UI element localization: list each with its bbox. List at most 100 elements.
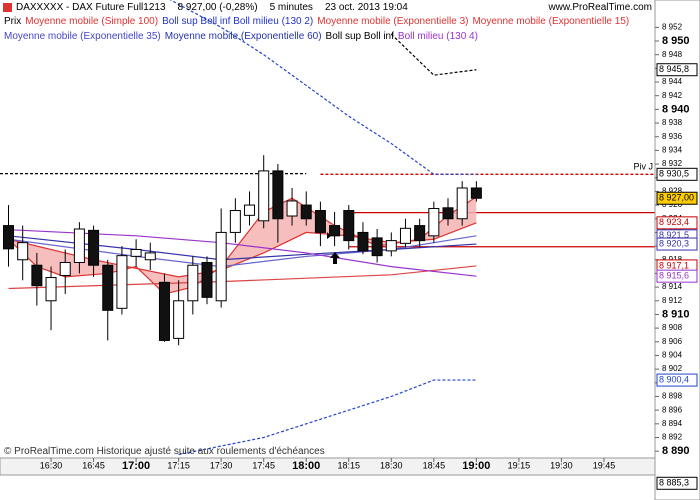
x-tick-label: 17:45 <box>252 460 275 470</box>
candle-body <box>59 261 71 276</box>
price-label: 8 930,5 <box>659 169 689 179</box>
instrument: DAXXXXX - DAX Future Full1213 <box>16 2 166 13</box>
x-tick-label: 19:15 <box>508 460 531 470</box>
time-axis <box>0 457 656 476</box>
y-tick-label: 8 906 <box>662 337 683 346</box>
candle-body <box>73 228 85 263</box>
legend-entry[interactable]: Moyenne mobile (Exponentielle 60) <box>164 31 322 42</box>
legend-entry[interactable]: Moyenne mobile (Exponentielle 35) <box>4 31 161 42</box>
candle-body <box>385 240 397 252</box>
y-tick-label: 8 908 <box>662 323 683 332</box>
y-tick-label: 8 910 <box>662 308 690 320</box>
level-label: Piv J <box>633 162 653 172</box>
indicator-line <box>390 33 477 76</box>
candle-body <box>229 210 241 233</box>
y-tick-label: 8 932 <box>662 159 683 168</box>
candle-body <box>88 229 100 266</box>
y-tick-label: 8 944 <box>662 77 683 86</box>
x-tick-label: 18:30 <box>380 460 403 470</box>
y-tick-label: 8 950 <box>662 35 690 47</box>
candle-body <box>215 231 227 302</box>
app-icon <box>3 3 12 12</box>
candle-body <box>314 210 326 233</box>
legend-row: Prix Moyenne mobile (Simple 100) Boll sup … <box>4 16 629 27</box>
y-tick-label: 8 898 <box>662 392 683 401</box>
price-label-box <box>656 373 698 387</box>
last-price: 8 927,00 (-0,28%) <box>177 2 258 13</box>
indicator-line <box>8 265 477 290</box>
y-tick-label: 8 914 <box>662 282 683 291</box>
legend-entry[interactable]: Prix <box>4 16 22 27</box>
candle-body <box>144 252 156 261</box>
candle-body <box>300 204 312 220</box>
y-tick-label: 8 896 <box>662 405 683 414</box>
candle-body <box>244 204 256 216</box>
x-tick-label: 18:45 <box>423 460 446 470</box>
candle-body <box>158 281 170 341</box>
y-tick-label: 8 918 <box>662 255 683 264</box>
candle-body <box>371 237 383 257</box>
price-label-box <box>656 167 698 181</box>
price-label-box <box>656 237 698 251</box>
x-tick-label: 16:45 <box>82 460 105 470</box>
price-label: 8 920,3 <box>659 238 689 248</box>
period: 5 minutes <box>269 2 313 13</box>
price-label: 8 885,3 <box>659 478 689 488</box>
legend-entry[interactable]: Moyenne mobile (Simple 100) <box>25 16 159 27</box>
signal-marker <box>327 232 331 239</box>
candle-body <box>187 264 199 302</box>
price-label: 8 927,00 <box>659 193 694 203</box>
candle-body <box>456 187 468 220</box>
candle-body <box>258 170 270 222</box>
y-tick-label: 8 894 <box>662 419 683 428</box>
legend-entry[interactable]: Moyenne mobile (Exponentielle 15) <box>472 16 630 27</box>
price-label-box <box>656 476 698 490</box>
price-label: 8 915,6 <box>659 271 689 281</box>
y-tick-label: 8 904 <box>662 351 683 360</box>
legend-row: Moyenne mobile (Exponentielle 35) Moyenne… <box>4 31 478 42</box>
candle-body <box>173 300 185 339</box>
y-tick-label: 8 892 <box>662 433 683 442</box>
x-tick-label: 18:00 <box>292 460 320 472</box>
site-link[interactable]: www.ProRealTime.com <box>548 2 652 13</box>
indicator-line <box>8 222 477 278</box>
candle-body <box>414 225 426 242</box>
candle-body <box>399 227 411 244</box>
date: 23 oct. 2013 19:04 <box>324 2 408 13</box>
y-tick-label: 8 936 <box>662 132 683 141</box>
legend-entry[interactable]: Boll milieu (130 4) <box>397 31 478 42</box>
candle-body <box>17 242 29 261</box>
y-tick-label: 8 912 <box>662 296 683 305</box>
indicator-line <box>8 229 477 277</box>
price-label-box <box>656 216 698 230</box>
header: DAXXXXX - DAX Future Full1213 8 927,00 (… <box>16 2 408 13</box>
candle-body <box>116 255 128 309</box>
y-tick-label: 8 890 <box>662 445 690 457</box>
y-tick-label: 8 928 <box>662 187 683 196</box>
x-tick-label: 19:00 <box>462 460 490 472</box>
y-tick-label: 8 902 <box>662 364 683 373</box>
candle-body <box>357 231 369 252</box>
y-tick-label: 8 940 <box>662 103 690 115</box>
indicator-line <box>178 379 477 456</box>
y-tick-label: 8 934 <box>662 145 683 154</box>
footer: © ProRealTime.com Historique ajusté suit… <box>4 446 325 457</box>
x-tick-label: 19:45 <box>593 460 616 470</box>
legend-entry[interactable]: Moyenne mobile (Exponentielle 3) <box>317 16 469 27</box>
price-label: 8 945,8 <box>659 64 689 74</box>
candle-body <box>102 264 114 311</box>
legend-entry[interactable]: Boll sup Boll inf <box>325 31 394 42</box>
x-tick-label: 17:30 <box>210 460 233 470</box>
candle-body <box>329 225 341 237</box>
candle-body <box>470 187 482 199</box>
candle-body <box>130 249 142 257</box>
candle-body <box>45 277 57 302</box>
y-tick-label: 8 938 <box>662 118 683 127</box>
legend-entry[interactable]: Boll sup Boll inf Boll milieu (130 2) <box>162 16 314 27</box>
x-tick-label: 17:00 <box>122 460 150 472</box>
price-label-box <box>656 63 698 77</box>
candle-body <box>428 207 440 237</box>
price-label-box <box>656 191 698 205</box>
